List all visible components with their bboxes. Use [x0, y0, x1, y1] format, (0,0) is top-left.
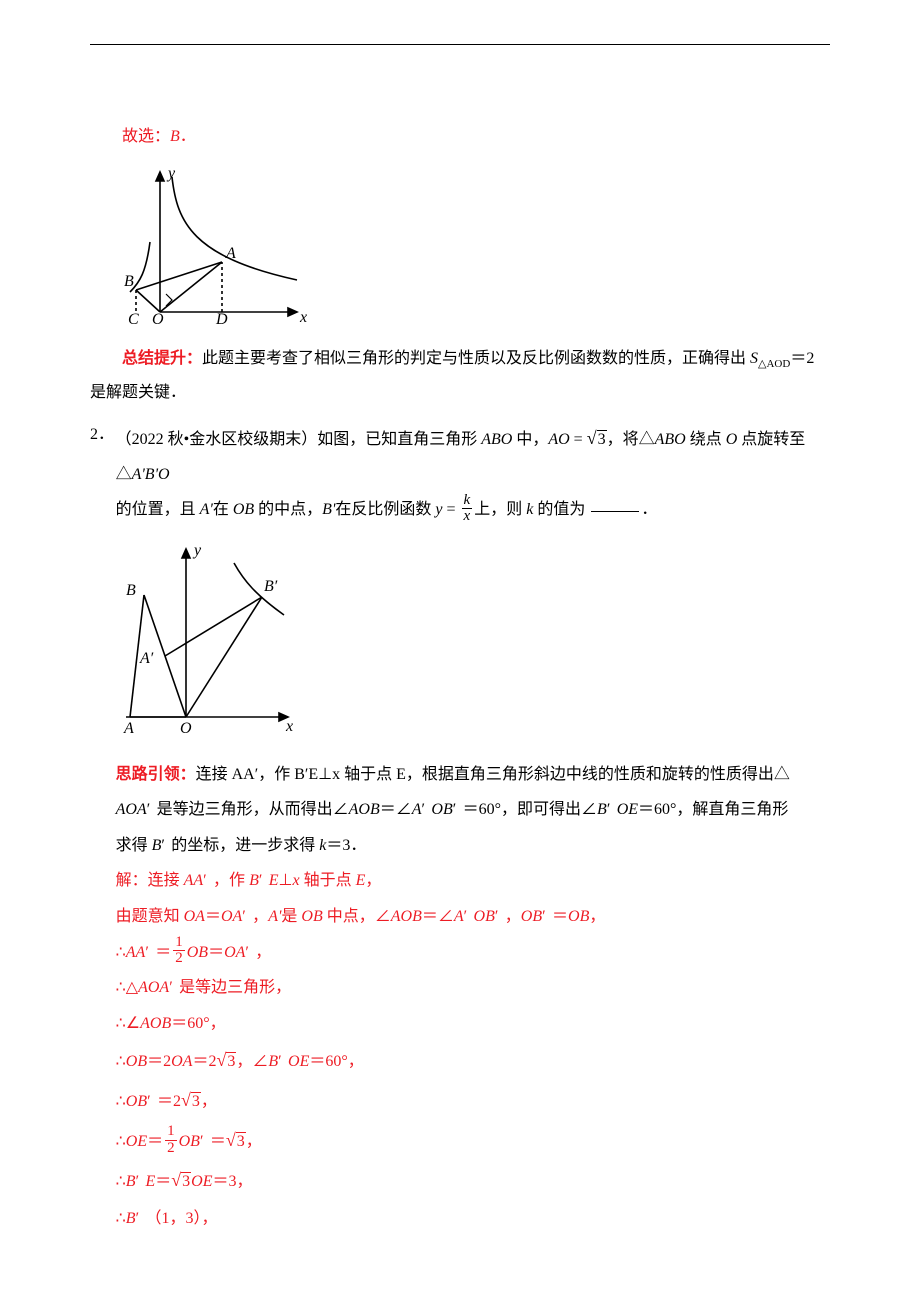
p2-l2d: 在反比例函数 — [335, 501, 435, 518]
p2-text-b: 中， — [512, 431, 548, 448]
sol-s5: ∴OB＝2OA＝2√3，∠B′OE＝60°， — [116, 1042, 830, 1080]
p2-apbpo: A'B'O — [132, 466, 170, 483]
s7-num: 1 — [165, 1124, 177, 1140]
problem-2-number: 2． — [90, 418, 116, 1237]
choice-prefix: 故选： — [122, 128, 170, 145]
p2-l2g: ． — [641, 501, 657, 518]
header-rule — [90, 44, 830, 45]
s7-den: 2 — [165, 1140, 177, 1157]
fig2-label-O: O — [180, 720, 192, 737]
problem-2-line1: （2022 秋•金水区校级期末）如图，已知直角三角形 ABO 中，AO = √3… — [116, 420, 830, 491]
fig1-label-D: D — [215, 311, 228, 326]
summary-sub: △AOD — [758, 358, 790, 370]
p2-text-c: ，将△ — [607, 431, 655, 448]
sol-s1: 由题意知 OA＝OA′，A'是 OB 中点，∠AOB＝∠A′OB′，OB′＝OB… — [116, 900, 830, 934]
sol-s6: ∴OB′＝2√3， — [116, 1082, 830, 1120]
problem-2-body: （2022 秋•金水区校级期末）如图，已知直角三角形 ABO 中，AO = √3… — [116, 418, 830, 1237]
sol-s8: ∴B′E＝√3OE＝3， — [116, 1162, 830, 1200]
choice-value: B — [170, 128, 180, 145]
p2-text-a: （2022 秋•金水区校级期末）如图，已知直角三角形 — [116, 431, 482, 448]
figure-1: y x A B C O D — [122, 162, 830, 339]
p2-abo: ABO — [481, 431, 512, 448]
hint-para-3: 求得 B′的坐标，进一步求得 k＝3． — [116, 829, 830, 863]
fig2-label-B: B — [126, 582, 136, 599]
p2-frac-k: k — [462, 493, 473, 509]
summary-text-a: 此题主要考查了相似三角形的判定与性质以及反比例函数数的性质，正确得出 — [202, 350, 750, 367]
figure-2: y x A O B A′ B′ — [116, 537, 830, 750]
sol-s4: ∴∠AOB＝60°， — [116, 1007, 830, 1041]
hint-para-2: AOA′是等边三角形，从而得出∠AOB＝∠A′OB′＝60°，即可得出∠B′OE… — [116, 793, 830, 827]
choice-suffix: ． — [180, 128, 196, 145]
p2-l2b: 在 — [213, 501, 233, 518]
fig2-label-Bp: B′ — [264, 578, 278, 595]
p2-text-d: 绕点 — [686, 431, 726, 448]
p2-l2f: 的值为 — [533, 501, 589, 518]
summary-lead: 总结提升： — [122, 350, 202, 367]
p2-y: y — [435, 501, 442, 518]
s2-den: 2 — [173, 950, 185, 967]
sol-s0: 解：连接 AA′，作 B′E⊥x 轴于点 E， — [116, 864, 830, 898]
summary-para: 总结提升：此题主要考查了相似三角形的判定与性质以及反比例函数数的性质，正确得出 … — [90, 342, 830, 410]
s7-sqrt: 3 — [236, 1132, 246, 1150]
p2-ao: AO — [548, 431, 569, 448]
fig1-label-C: C — [128, 311, 139, 326]
summary-text-b: 是解题关键． — [90, 384, 186, 401]
fig2-label-A: A — [123, 720, 134, 737]
hint-lead: 思路引领： — [116, 766, 196, 783]
problem-2: 2． （2022 秋•金水区校级期末）如图，已知直角三角形 ABO 中，AO =… — [90, 418, 830, 1237]
summary-eq-rhs: ＝2 — [790, 350, 814, 367]
sol-s9: ∴B′（1，3）， — [116, 1202, 830, 1236]
hint-l1: 连接 AA′，作 B′E⊥x 轴于点 E，根据直角三角形斜边中线的性质和旋转的性… — [196, 766, 790, 783]
sol-s2: ∴AA′＝12OB＝OA′， — [116, 936, 830, 970]
figure-2-svg: y x A O B A′ B′ — [116, 537, 300, 737]
fig2-label-x: x — [285, 718, 293, 735]
fig2-label-y: y — [192, 542, 202, 559]
p2-frac-x: x — [462, 508, 473, 525]
p2-ob: OB — [233, 501, 254, 518]
fig1-label-x: x — [299, 309, 307, 326]
hint-l2: 是等边三角形，从而得出∠AOB＝∠A′OB′＝60°，即可得出∠B′OE＝60°… — [157, 801, 789, 818]
fig1-label-O: O — [152, 311, 164, 326]
blank-answer-line — [591, 511, 639, 512]
s6-sqrt: 3 — [191, 1092, 201, 1110]
p2-l2c: 的中点， — [254, 501, 322, 518]
s5-sqrt: 3 — [226, 1052, 236, 1070]
p2-bp: B' — [322, 501, 335, 518]
p2-sqrt3: 3 — [597, 430, 607, 448]
sol-s7: ∴OE＝12OB′＝√3， — [116, 1122, 830, 1160]
fig2-label-Ap: A′ — [139, 650, 154, 667]
p2-o: O — [726, 431, 738, 448]
s2-num: 1 — [173, 935, 185, 951]
figure-1-svg: y x A B C O D — [122, 162, 312, 326]
choice-answer: 故选：B． — [90, 120, 830, 154]
p2-l2e: 上，则 — [474, 501, 526, 518]
p2-abo2: ABO — [655, 431, 686, 448]
fig1-label-y: y — [166, 165, 176, 182]
hint-l3: 求得 B′的坐标，进一步求得 k＝3． — [116, 837, 367, 854]
fig1-label-B: B — [124, 273, 134, 290]
sol-s3: ∴△AOA′是等边三角形， — [116, 971, 830, 1005]
s8-sqrt: 3 — [181, 1172, 191, 1190]
fig1-label-A: A — [225, 245, 236, 262]
hint-para: 思路引领：连接 AA′，作 B′E⊥x 轴于点 E，根据直角三角形斜边中线的性质… — [116, 758, 830, 792]
summary-S: S — [750, 350, 758, 367]
problem-2-line2: 的位置，且 A'在 OB 的中点，B'在反比例函数 y = kx上，则 k 的值… — [116, 493, 830, 527]
p2-ap: A' — [200, 501, 213, 518]
p2-l2a: 的位置，且 — [116, 501, 200, 518]
